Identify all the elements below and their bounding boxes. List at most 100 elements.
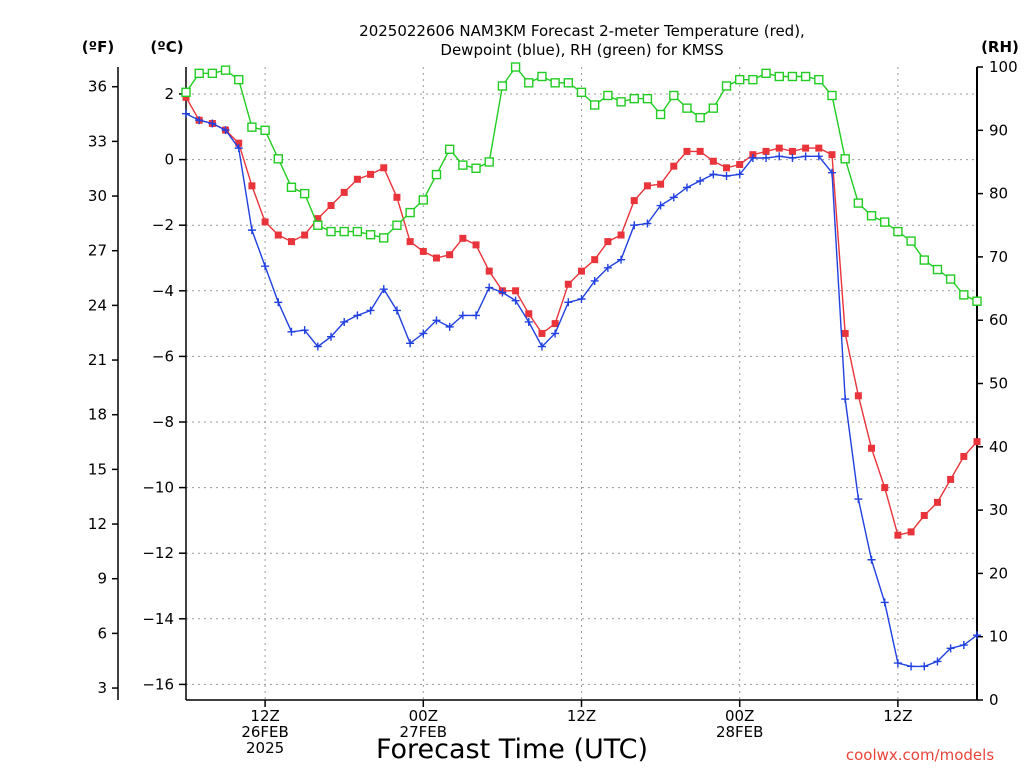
temperature-point	[432, 254, 440, 262]
dewpoint-point	[854, 495, 863, 504]
dewpoint-point	[445, 322, 454, 331]
axes: 36333027242118151296320−2−4−6−8−10−12−14…	[88, 58, 1018, 709]
rh-point	[524, 78, 534, 88]
rh-tick-label: 10	[989, 628, 1008, 646]
chart-title-line-2: Dewpoint (blue), RH (green) for KMSS	[440, 41, 723, 59]
rh-point	[576, 87, 587, 98]
rh-point	[735, 74, 745, 85]
dewpoint-point	[458, 311, 467, 320]
temperature-point	[657, 180, 665, 188]
temperature-point	[617, 231, 625, 239]
rh-point	[589, 100, 600, 110]
rh-tick-label: 80	[989, 185, 1008, 203]
rh-point	[234, 74, 244, 85]
rh-point	[893, 226, 903, 237]
rh-point	[721, 81, 732, 91]
dewpoint-point	[221, 126, 230, 135]
fahrenheit-tick-label: 12	[88, 515, 107, 533]
rh-point	[286, 182, 297, 192]
fahrenheit-tick-label: 6	[97, 624, 107, 642]
rh-point	[866, 211, 877, 221]
rh-point	[761, 68, 771, 79]
temperature-point	[327, 202, 335, 210]
rh-point	[537, 71, 547, 82]
dewpoint-point	[643, 219, 652, 228]
temperature-point	[459, 234, 467, 242]
dewpoint-point	[511, 296, 520, 305]
dewpoint-point	[327, 332, 336, 341]
temperature-point	[815, 144, 823, 152]
temperature-point	[472, 241, 480, 249]
fahrenheit-tick-label: 33	[88, 132, 107, 150]
dewpoint-point	[696, 176, 705, 185]
temperature-point	[578, 267, 585, 275]
dewpoint-point	[880, 598, 889, 607]
dewpoint-point	[432, 316, 441, 325]
x-tick-label: 12Z	[883, 707, 912, 725]
rh-point	[431, 169, 442, 180]
temperature-point	[274, 231, 282, 239]
dewpoint-point	[247, 226, 256, 235]
rh-point	[748, 74, 758, 85]
rh-point	[273, 154, 283, 164]
rh-point	[642, 93, 653, 104]
dewpoint-point	[590, 276, 599, 285]
rh-point	[800, 71, 811, 82]
dewpoint-point	[920, 662, 929, 671]
dewpoint-point	[392, 306, 401, 315]
rh-tick-label: 0	[989, 691, 999, 709]
rh-point	[497, 81, 508, 91]
rh-point	[682, 103, 692, 113]
rh-point	[972, 296, 982, 306]
temperature-point	[512, 287, 520, 295]
dewpoint-point	[195, 116, 204, 125]
dewpoint-point	[722, 172, 731, 180]
dewpoint-point	[801, 152, 810, 161]
temperature-point	[630, 197, 638, 205]
dewpoint-point	[867, 555, 876, 564]
dewpoint-point	[577, 295, 586, 303]
fahrenheit-tick-label: 30	[88, 187, 107, 205]
temperature-point	[947, 475, 955, 483]
temperature-point	[538, 329, 546, 337]
rh-point	[919, 255, 929, 265]
dewpoint-point	[313, 342, 322, 351]
temperature-point	[894, 531, 902, 539]
rh-point	[669, 90, 679, 101]
temperature-point	[973, 438, 981, 446]
dewpoint-point	[498, 288, 507, 297]
temperature-point	[788, 147, 796, 155]
celsius-tick-label: −14	[142, 610, 174, 628]
temperature-point	[643, 182, 651, 190]
rh-point	[207, 68, 218, 79]
dewpoint-point	[814, 152, 823, 161]
dewpoint-point	[893, 659, 902, 668]
rh-point	[550, 78, 560, 88]
dewpoint-point	[630, 221, 639, 230]
temperature-point	[419, 247, 427, 255]
rh-point	[932, 264, 943, 275]
celsius-tick-label: −12	[142, 544, 174, 562]
x-tick-label: 28FEB	[716, 723, 763, 741]
dewpoint-point	[682, 183, 691, 192]
temperature-point	[591, 256, 599, 264]
x-tick-label: 2025	[246, 739, 284, 757]
rh-point	[299, 188, 310, 199]
rh-point	[880, 217, 890, 227]
dewpoint-point	[946, 644, 955, 653]
temperature-point	[353, 175, 361, 183]
rh-point	[418, 195, 428, 205]
celsius-tick-label: −4	[152, 282, 174, 300]
dewpoint-point	[748, 153, 757, 162]
temperature-point	[314, 215, 322, 223]
temperature-point	[367, 170, 375, 178]
temperature-point	[564, 280, 572, 288]
dewpoint-point	[353, 311, 362, 320]
dewpoint-point	[340, 317, 349, 326]
celsius-unit-label: (ºC)	[150, 38, 183, 56]
rh-point	[194, 68, 204, 79]
fahrenheit-tick-label: 18	[88, 406, 107, 424]
rh-point	[352, 226, 363, 237]
rh-point	[616, 97, 626, 107]
